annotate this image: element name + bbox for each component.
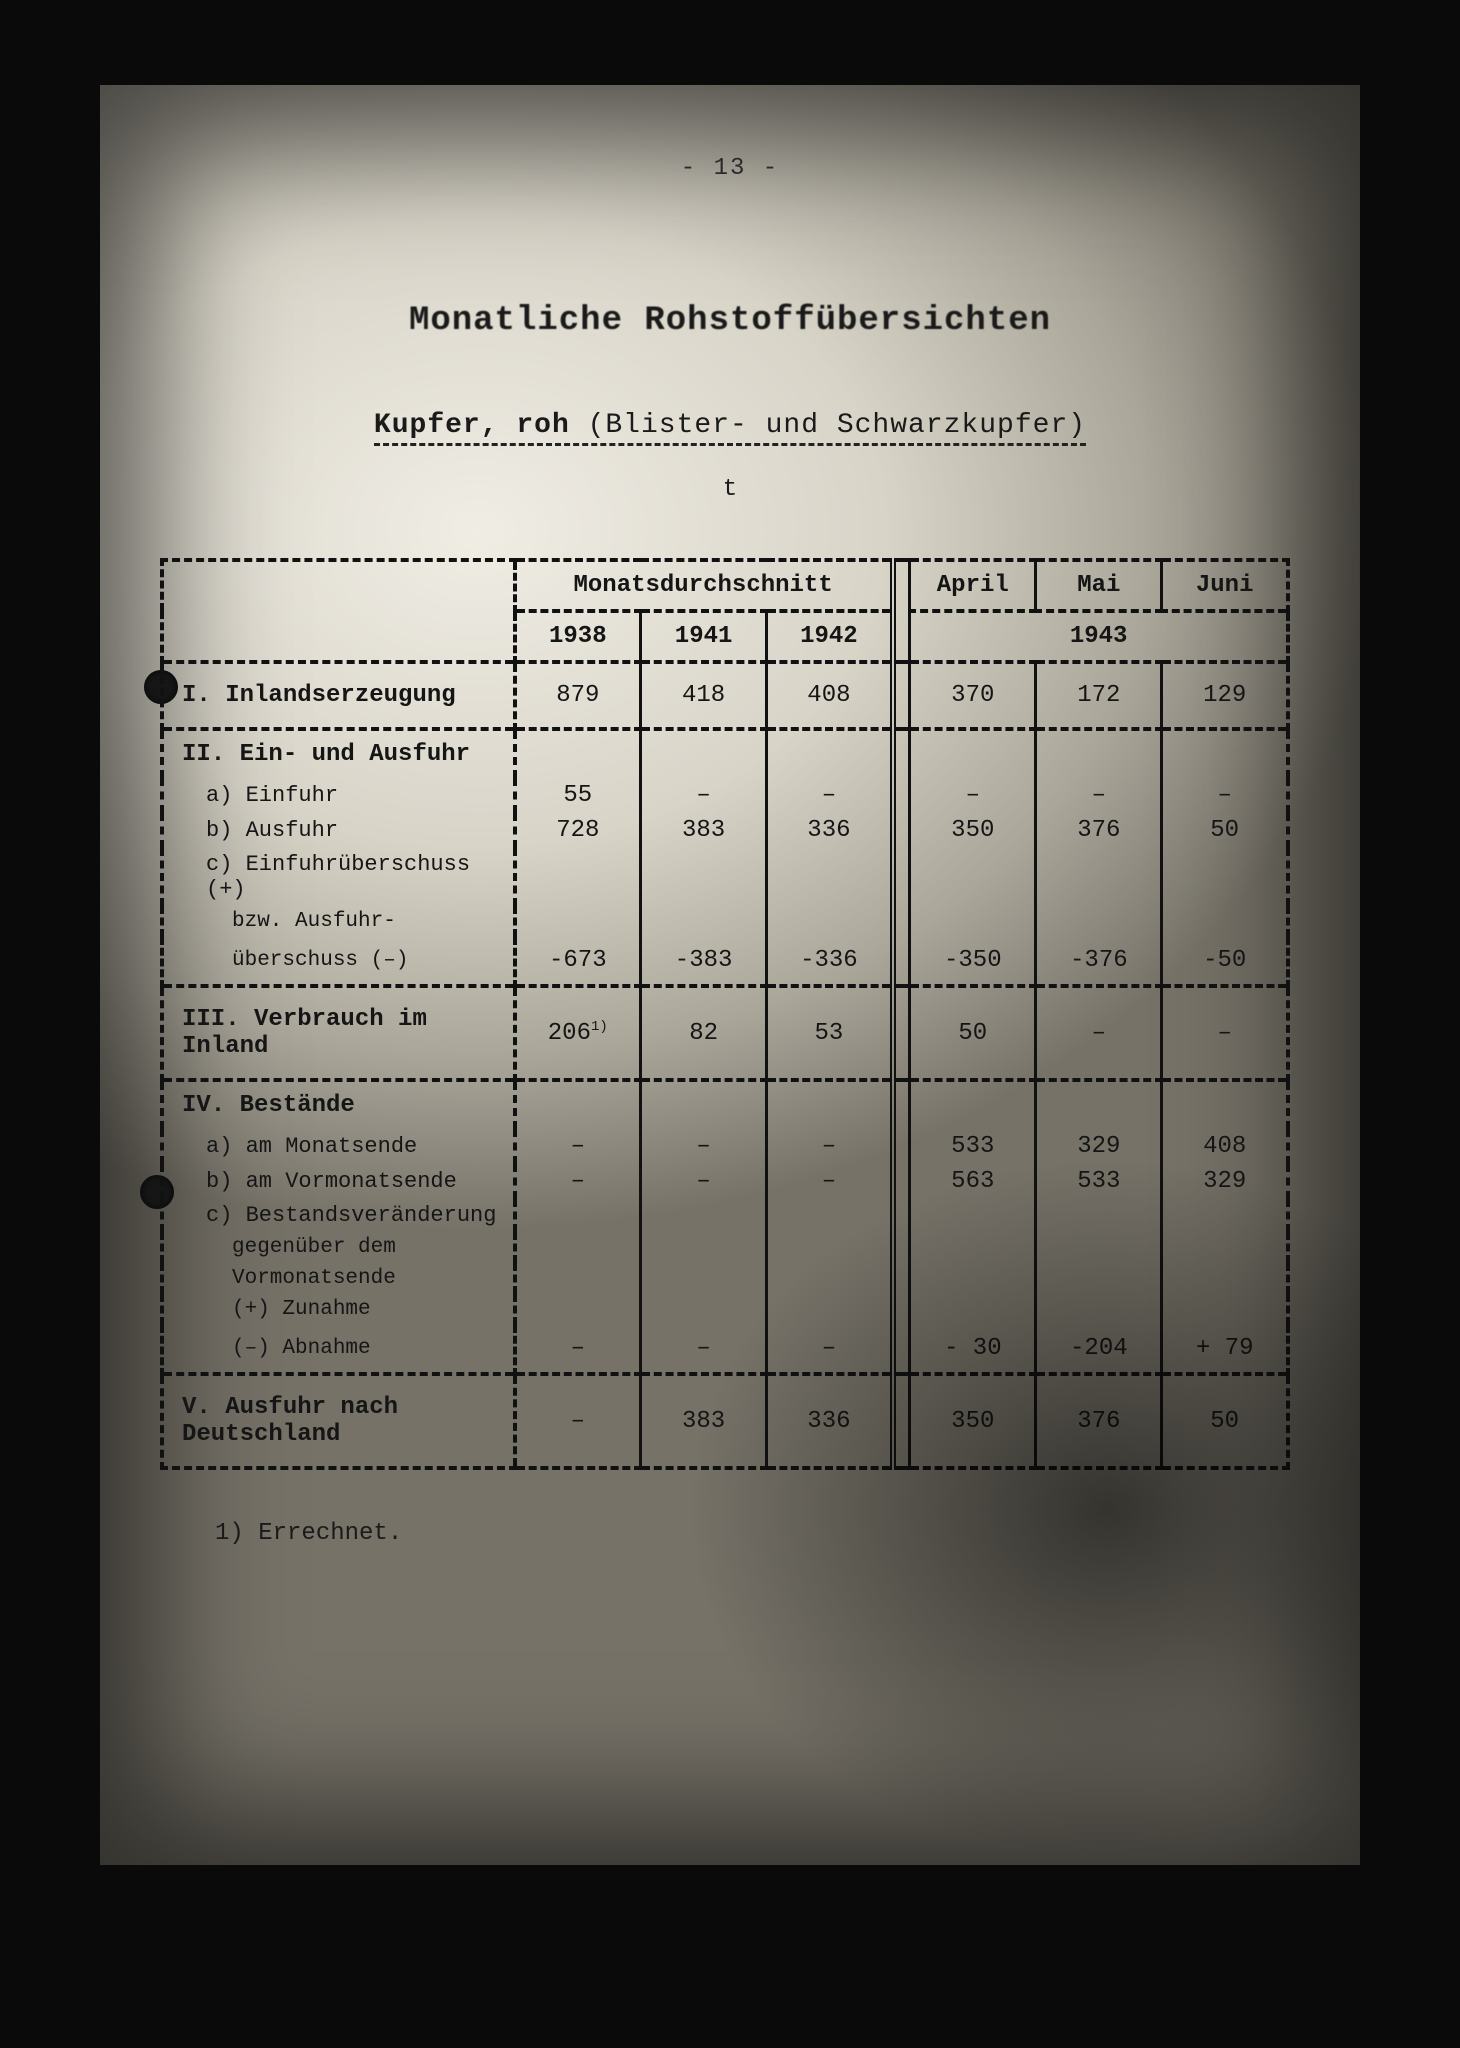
col-1941: 1941 — [641, 611, 767, 662]
subtitle-main: Kupfer, roh — [374, 410, 570, 441]
table-row: a) am Monatsende – – – 533 329 408 — [162, 1129, 1288, 1164]
page-title: Monatliche Rohstoffübersichten — [160, 302, 1300, 340]
page-number: - 13 - — [160, 155, 1300, 182]
subtitle-paren: (Blister- und Schwarzkupfer) — [588, 410, 1086, 441]
scanned-page: - 13 - Monatliche Rohstoffübersichten Ku… — [100, 85, 1360, 1865]
col-1938: 1938 — [515, 611, 641, 662]
table-row: a) Einfuhr 55 – – – – – — [162, 778, 1288, 813]
col-mai: Mai — [1036, 560, 1162, 611]
table-row: (–) Abnahme – – – - 30 -204 + 79 — [162, 1325, 1288, 1374]
table-row: I. Inlandserzeugung 879 418 408 370 172 … — [162, 662, 1288, 729]
table-row: c) Bestandsveränderung — [162, 1199, 1288, 1232]
table-row: c) Einfuhrüberschuss (+) — [162, 848, 1288, 906]
footnote: 1) Errechnet. — [215, 1520, 1300, 1547]
col-april: April — [910, 560, 1036, 611]
table-row: (+) Zunahme — [162, 1294, 1288, 1325]
table-row: IV. Bestände — [162, 1080, 1288, 1129]
table-row: bzw. Ausfuhr- — [162, 906, 1288, 937]
data-table: Monatsdurchschnitt April Mai Juni 1938 1… — [160, 558, 1290, 1470]
table-row: Vormonatsende — [162, 1263, 1288, 1294]
subtitle: Kupfer, roh (Blister- und Schwarzkupfer) — [160, 410, 1300, 441]
table-row: II. Ein- und Ausfuhr — [162, 729, 1288, 778]
table-row: gegenüber dem — [162, 1232, 1288, 1263]
table-row: überschuss (–) -673 -383 -336 -350 -376 … — [162, 937, 1288, 986]
col-group-avg: Monatsdurchschnitt — [515, 560, 893, 611]
table-row: V. Ausfuhr nach Deutschland – 383 336 35… — [162, 1374, 1288, 1468]
table-row: III. Verbrauch im Inland 2061) 82 53 50 … — [162, 986, 1288, 1080]
table-row: b) am Vormonatsende – – – 563 533 329 — [162, 1164, 1288, 1199]
col-juni: Juni — [1162, 560, 1288, 611]
col-1943: 1943 — [910, 611, 1288, 662]
col-1942: 1942 — [767, 611, 893, 662]
table-row: b) Ausfuhr 728 383 336 350 376 50 — [162, 813, 1288, 848]
unit-label: t — [160, 476, 1300, 503]
